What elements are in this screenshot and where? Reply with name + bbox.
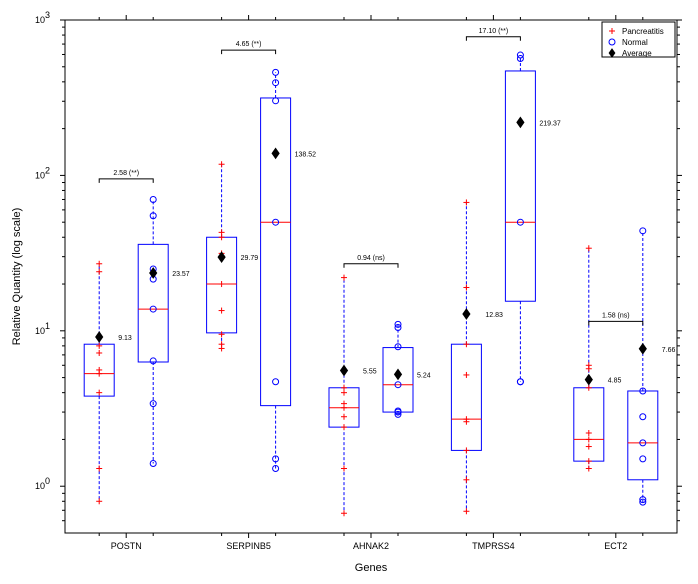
svg-text:0: 0 <box>45 476 50 486</box>
svg-text:SERPINB5: SERPINB5 <box>226 541 271 551</box>
svg-text:TMPRSS4: TMPRSS4 <box>472 541 515 551</box>
svg-text:12.83: 12.83 <box>485 312 503 319</box>
svg-text:10: 10 <box>35 15 45 25</box>
svg-text:1.58 (ns): 1.58 (ns) <box>602 312 630 319</box>
svg-text:2: 2 <box>45 165 50 175</box>
svg-text:138.52: 138.52 <box>295 151 317 158</box>
svg-text:5.55: 5.55 <box>363 369 377 376</box>
boxplot-chart: 100101102103Relative Quantity (log scale… <box>0 0 698 584</box>
svg-text:9.13: 9.13 <box>118 335 132 342</box>
svg-text:ECT2: ECT2 <box>604 541 627 551</box>
svg-text:3: 3 <box>45 10 50 20</box>
svg-text:1: 1 <box>45 321 50 331</box>
svg-text:0.94 (ns): 0.94 (ns) <box>357 255 385 262</box>
svg-text:Pancreatitis: Pancreatitis <box>622 27 664 36</box>
svg-text:Normal: Normal <box>622 38 648 47</box>
svg-text:17.10 (**): 17.10 (**) <box>479 28 509 35</box>
svg-text:POSTN: POSTN <box>111 541 142 551</box>
svg-text:29.79: 29.79 <box>241 255 259 262</box>
svg-text:10: 10 <box>35 170 45 180</box>
svg-text:4.65 (**): 4.65 (**) <box>236 41 262 48</box>
svg-text:4.85: 4.85 <box>608 378 622 385</box>
svg-text:AHNAK2: AHNAK2 <box>353 541 389 551</box>
svg-text:Genes: Genes <box>355 562 388 574</box>
svg-text:10: 10 <box>35 326 45 336</box>
svg-text:Average: Average <box>622 49 652 58</box>
svg-text:2.58 (**): 2.58 (**) <box>113 170 139 177</box>
svg-text:219.37: 219.37 <box>539 120 561 127</box>
svg-text:10: 10 <box>35 481 45 491</box>
svg-text:Relative Quantity (log scale): Relative Quantity (log scale) <box>11 208 23 346</box>
svg-text:23.57: 23.57 <box>172 271 190 278</box>
svg-text:7.66: 7.66 <box>662 347 676 354</box>
svg-text:5.24: 5.24 <box>417 372 431 379</box>
